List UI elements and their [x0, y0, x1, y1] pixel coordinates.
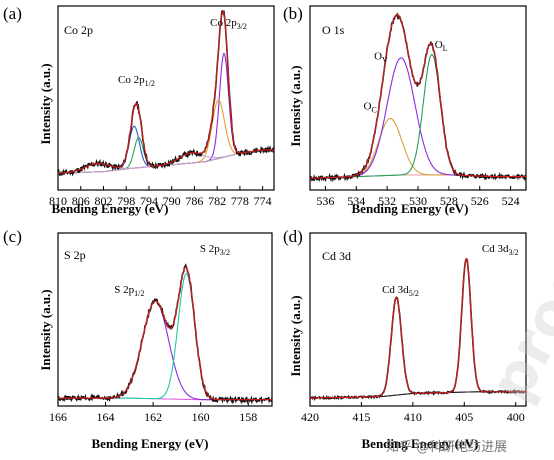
panel-c-experimental [57, 263, 273, 405]
panel-a-peak-1 [57, 137, 274, 174]
x-tick-label: 798 [117, 194, 135, 208]
panel-d-ylabel: Intensity (a.u.) [288, 295, 303, 376]
x-tick-label: 524 [502, 194, 520, 208]
panel-d-label: (d) [283, 227, 303, 246]
panel-c-title: S 2p [64, 248, 86, 262]
x-tick-label: 526 [471, 194, 489, 208]
x-tick-label: 782 [208, 194, 226, 208]
x-tick-label: 794 [140, 194, 158, 208]
panel-a-peak-2 [57, 52, 274, 174]
panel-d-annotation: Cd 3d3/2 [482, 243, 519, 257]
panel-b-experimental [309, 12, 527, 183]
panel-d: (d) Cd 3d Bending Energy (eV) Intensity … [283, 227, 527, 451]
panel-c-frame [57, 232, 273, 407]
x-tick-label: 536 [316, 194, 334, 208]
panel-d-xlabel: Bending Energy (eV) [362, 436, 479, 451]
panel-b-annotation: OV [374, 51, 388, 65]
panel-a-xlabel: Bending Energy (eV) [52, 201, 169, 216]
x-tick-label: 774 [254, 194, 272, 208]
panel-a-annotation: Co 2p3/2 [210, 17, 247, 31]
x-tick-label: 778 [231, 194, 249, 208]
x-tick-label: 530 [409, 194, 427, 208]
watermark-zhihu: 知乎 @科研电纺进展 [386, 440, 508, 455]
panel-b-ylabel: Intensity (a.u.) [288, 65, 303, 146]
x-tick-label: 410 [404, 410, 422, 424]
panel-b-peak-2 [310, 54, 526, 179]
panel-a-peak-3 [57, 99, 274, 174]
x-tick-label: 528 [440, 194, 458, 208]
panel-a: (a) Co 2p Bending Energy (eV) Intensity … [3, 4, 275, 216]
x-tick-label: 166 [49, 410, 67, 424]
panel-c-ylabel: Intensity (a.u.) [38, 289, 53, 370]
panel-a-ylabel: Intensity (a.u.) [38, 63, 53, 144]
x-tick-label: 162 [144, 410, 162, 424]
panel-a-peak-0 [57, 125, 274, 174]
x-tick-label: 790 [163, 194, 181, 208]
panel-b-annotation: OC [364, 101, 377, 115]
panel-c-xlabel: Bending Energy (eV) [92, 436, 209, 451]
panel-b-fit [310, 14, 526, 179]
panel-d-fit [310, 257, 526, 399]
x-tick-label: 405 [455, 410, 473, 424]
panel-b-title: O 1s [322, 23, 345, 37]
panel-a-title: Co 2p [64, 23, 93, 37]
panel-a-frame [57, 5, 275, 191]
x-tick-label: 532 [378, 194, 396, 208]
panel-b-peak-0 [310, 117, 526, 179]
panel-c-peak-0 [58, 300, 272, 401]
x-tick-label: 164 [97, 410, 115, 424]
x-tick-label: 158 [239, 410, 257, 424]
x-tick-label: 534 [347, 194, 365, 208]
panel-c-label: (c) [3, 227, 22, 246]
x-tick-label: 160 [192, 410, 210, 424]
panel-d-title: Cd 3d [322, 249, 351, 263]
panel-c: (c) S 2p Bending Energy (eV) Intensity (… [3, 227, 273, 451]
panel-a-fit [58, 10, 274, 174]
panel-c-annotation: S 2p3/2 [200, 243, 230, 257]
panel-a-annotation: Co 2p1/2 [118, 74, 155, 88]
panel-d-annotation: Cd 3d5/2 [382, 284, 419, 298]
x-tick-label: 420 [301, 410, 319, 424]
x-tick-label: 415 [352, 410, 370, 424]
x-tick-label: 802 [94, 194, 112, 208]
x-tick-label: 786 [185, 194, 203, 208]
panel-b-peak-1 [310, 57, 526, 179]
panel-d-frame [309, 232, 527, 407]
x-tick-label: 806 [72, 194, 90, 208]
panel-c-annotation: S 2p1/2 [114, 284, 144, 298]
panel-b-xlabel: Bending Energy (eV) [352, 201, 469, 216]
panel-b: (b) O 1s Bending Energy (eV) Intensity (… [283, 4, 527, 216]
panel-a-label: (a) [3, 4, 22, 23]
panel-b-label: (b) [283, 4, 303, 23]
panel-b-annotation: OL [435, 39, 448, 53]
x-tick-label: 400 [507, 410, 525, 424]
x-tick-label: 810 [49, 194, 67, 208]
panel-c-peak-1 [58, 272, 272, 401]
panel-c-fit [58, 266, 272, 401]
